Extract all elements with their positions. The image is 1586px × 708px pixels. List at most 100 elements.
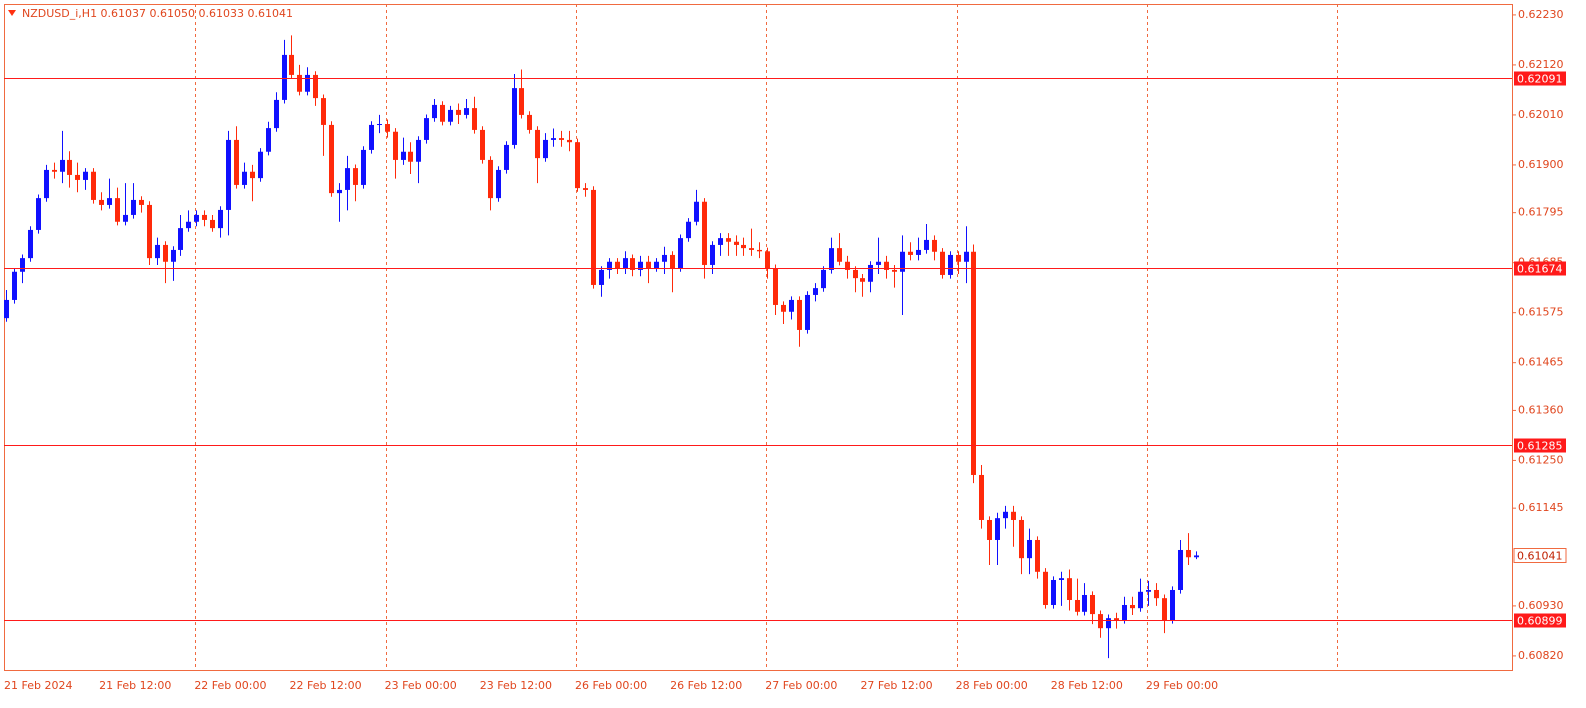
candle-body	[512, 88, 517, 145]
candle-body	[527, 114, 532, 130]
candle-body	[408, 151, 413, 162]
y-tick-label: 0.62230	[1518, 8, 1564, 21]
candle-body	[1043, 571, 1048, 605]
candle-body	[781, 304, 786, 312]
candle-body	[710, 244, 715, 265]
candle-body	[892, 269, 897, 272]
x-tick-label: 27 Feb 00:00	[765, 679, 837, 692]
candle-body	[91, 171, 96, 200]
candle-body	[749, 248, 754, 250]
candle-body	[741, 244, 746, 249]
candle-body	[860, 278, 865, 282]
candle-body	[1122, 604, 1127, 620]
candle-body	[1146, 589, 1151, 592]
candle-body	[678, 238, 683, 269]
candle-body	[186, 221, 191, 229]
y-tick-label: 0.61250	[1518, 453, 1564, 466]
candle-body	[305, 74, 310, 92]
level-price-box	[1514, 438, 1566, 453]
candle-body	[535, 129, 540, 159]
candle-body	[956, 254, 961, 262]
candle-body	[670, 254, 675, 269]
candle-body	[52, 169, 57, 172]
candle-body	[194, 214, 199, 222]
candle-body	[139, 199, 144, 205]
candle-body	[876, 261, 881, 265]
candle-body	[440, 104, 445, 122]
candle-body	[171, 249, 176, 262]
candle-body	[1027, 539, 1032, 559]
candle-body	[519, 88, 524, 115]
candle-body	[599, 269, 604, 285]
candle-body	[266, 128, 271, 152]
candle-body	[567, 139, 572, 143]
x-tick-label: 29 Feb 00:00	[1146, 679, 1218, 692]
level-price-box	[1514, 613, 1566, 628]
y-tick-label: 0.60930	[1518, 599, 1564, 612]
candle-body	[686, 221, 691, 239]
candle-body	[1178, 549, 1183, 590]
candle-body	[1114, 618, 1119, 620]
candle-body	[837, 248, 842, 262]
candle-body	[591, 189, 596, 285]
candle-body	[987, 519, 992, 540]
candle-body	[662, 254, 667, 262]
candle-body	[1194, 555, 1199, 558]
candle-body	[123, 214, 128, 222]
candle-body	[551, 138, 556, 140]
candle-body	[36, 198, 41, 230]
candle-body	[1019, 519, 1024, 559]
y-tick-label: 0.61465	[1518, 356, 1564, 369]
x-tick-label: 23 Feb 00:00	[385, 679, 457, 692]
candle-body	[948, 254, 953, 275]
symbol-arrow[interactable]	[8, 10, 16, 16]
candle-body	[813, 288, 818, 295]
x-tick-label: 21 Feb 2024	[4, 679, 72, 692]
plot-frame	[4, 4, 1513, 671]
candle-body	[464, 108, 469, 115]
candle-body	[623, 258, 628, 269]
candle-body	[488, 159, 493, 199]
candle-body	[868, 264, 873, 282]
x-tick-label: 26 Feb 12:00	[670, 679, 742, 692]
candle-body	[163, 244, 168, 262]
candle-body	[702, 201, 707, 265]
candle-body	[932, 239, 937, 252]
candle-body	[995, 518, 1000, 540]
candle-body	[385, 124, 390, 132]
candle-body	[242, 171, 247, 185]
candle-body	[131, 199, 136, 215]
candle-body	[575, 142, 580, 189]
level-price-label: 0.60899	[1517, 615, 1563, 628]
level-price-label: 0.62091	[1517, 73, 1563, 86]
candle-body	[1162, 598, 1167, 620]
candle-body	[67, 159, 72, 175]
candle-body	[83, 171, 88, 180]
candle-body	[416, 139, 421, 162]
candle-body	[250, 171, 255, 179]
candle-body	[1170, 589, 1175, 620]
candle-body	[424, 118, 429, 140]
candle-body	[797, 299, 802, 330]
candle-body	[28, 229, 33, 259]
x-tick-label: 22 Feb 00:00	[194, 679, 266, 692]
candle-body	[4, 299, 9, 319]
candle-body	[178, 228, 183, 250]
candle-body	[353, 168, 358, 185]
candle-body	[297, 74, 302, 92]
y-tick-label: 0.61900	[1518, 158, 1564, 171]
candle-body	[726, 238, 731, 242]
candle-body	[155, 244, 160, 259]
candle-body	[432, 104, 437, 119]
candle-body	[734, 241, 739, 245]
candle-body	[75, 174, 80, 180]
candle-body	[1090, 594, 1095, 615]
candle-body	[1051, 579, 1056, 605]
candle-body	[718, 238, 723, 245]
candle-body	[472, 108, 477, 130]
candle-body	[12, 271, 17, 300]
candle-body	[1138, 591, 1143, 609]
